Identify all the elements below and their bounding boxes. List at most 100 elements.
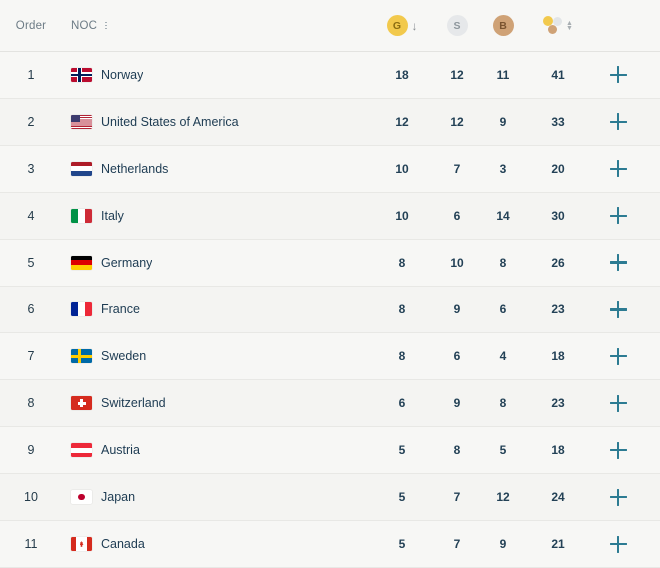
table-body: 1 Norway 18 12 11 41 2 United States of … <box>0 52 660 568</box>
table-row[interactable]: 4 Italy 10 6 14 30 <box>0 192 660 240</box>
rank-cell: 1 <box>27 67 35 82</box>
flag-norway <box>71 67 92 82</box>
bronze-count: 14 <box>496 208 510 223</box>
rank-cell: 7 <box>27 349 35 364</box>
table-row[interactable]: 2 United States of America 12 12 9 33 <box>0 98 660 146</box>
three-medals-icon[interactable] <box>543 16 563 35</box>
silver-medal-badge[interactable]: S <box>446 15 468 36</box>
flag-austria <box>71 443 92 458</box>
gold-count: 6 <box>398 396 406 411</box>
column-header-order[interactable]: Order <box>15 19 47 32</box>
add-cell[interactable] <box>590 160 646 178</box>
bronze-count: 9 <box>499 114 507 129</box>
arrow-down-icon[interactable]: ↓ <box>411 18 418 33</box>
column-header-silver: S <box>434 15 480 36</box>
flag-japan <box>71 490 92 505</box>
rank-cell: 11 <box>24 537 38 552</box>
rank-cell: 4 <box>27 208 35 223</box>
total-count: 18 <box>551 443 565 458</box>
noc-cell: United States of America <box>62 114 370 129</box>
gold-count: 5 <box>398 490 406 505</box>
bronze-medal-badge[interactable]: B <box>492 15 514 36</box>
bronze-count: 4 <box>499 349 507 364</box>
add-icon[interactable] <box>609 300 627 318</box>
add-icon[interactable] <box>609 441 627 459</box>
total-count: 30 <box>551 208 565 223</box>
total-count: 26 <box>551 255 565 270</box>
country-name: Switzerland <box>101 396 166 411</box>
column-header-bronze: B <box>480 15 526 36</box>
bronze-count: 6 <box>499 302 507 317</box>
add-icon[interactable] <box>609 347 627 365</box>
add-cell[interactable] <box>590 535 646 553</box>
flag-france <box>71 302 92 317</box>
add-cell[interactable] <box>590 113 646 131</box>
add-cell[interactable] <box>590 441 646 459</box>
country-name: Sweden <box>101 349 147 364</box>
gold-count: 12 <box>395 114 409 129</box>
table-row[interactable]: 10 Japan 5 7 12 24 <box>0 474 660 522</box>
add-icon[interactable] <box>609 254 627 272</box>
noc-cell: Switzerland <box>62 396 370 411</box>
add-cell[interactable] <box>590 254 646 272</box>
add-icon[interactable] <box>609 207 627 225</box>
add-icon[interactable] <box>609 160 627 178</box>
flag-italy <box>71 208 92 223</box>
gold-count: 10 <box>395 161 409 176</box>
rank-cell: 8 <box>27 396 35 411</box>
silver-count: 10 <box>450 255 464 270</box>
add-icon[interactable] <box>609 66 627 84</box>
total-count: 33 <box>551 114 565 129</box>
table-row[interactable]: 5 Germany 8 10 8 26 <box>0 239 660 287</box>
country-name: Austria <box>101 443 140 458</box>
add-icon[interactable] <box>609 535 627 553</box>
add-icon[interactable] <box>609 394 627 412</box>
kebab-menu-icon[interactable] <box>102 20 110 32</box>
silver-count: 7 <box>453 161 461 176</box>
add-cell[interactable] <box>590 300 646 318</box>
table-row[interactable]: 7 Sweden 8 6 4 18 <box>0 333 660 381</box>
noc-cell: Italy <box>62 208 370 223</box>
flag-united-states <box>71 114 92 129</box>
column-header-noc-label[interactable]: NOC <box>71 19 98 32</box>
add-cell[interactable] <box>590 488 646 506</box>
noc-cell: Sweden <box>62 349 370 364</box>
bronze-count: 3 <box>499 161 507 176</box>
table-row[interactable]: 6 France 8 9 6 23 <box>0 286 660 334</box>
add-icon[interactable] <box>609 488 627 506</box>
table-row[interactable]: 9 Austria 5 8 5 18 <box>0 427 660 475</box>
bronze-count: 11 <box>496 67 510 82</box>
total-count: 23 <box>551 396 565 411</box>
silver-count: 9 <box>453 302 461 317</box>
table-row[interactable]: 8 Switzerland 6 9 8 23 <box>0 380 660 428</box>
flag-switzerland <box>71 396 92 411</box>
silver-count: 6 <box>453 349 461 364</box>
add-cell[interactable] <box>590 347 646 365</box>
gold-medal-badge[interactable]: G <box>386 15 408 36</box>
silver-count: 12 <box>450 114 464 129</box>
add-icon[interactable] <box>609 113 627 131</box>
silver-count: 12 <box>450 67 464 82</box>
rank-cell: 2 <box>27 114 35 129</box>
country-name: Norway <box>101 67 144 82</box>
gold-count: 8 <box>398 255 406 270</box>
add-cell[interactable] <box>590 394 646 412</box>
rank-cell: 9 <box>27 443 35 458</box>
gold-count: 18 <box>395 67 409 82</box>
noc-cell: Germany <box>62 255 370 270</box>
bronze-count: 12 <box>496 490 510 505</box>
sort-updown-icon[interactable]: ▲ ▼ <box>566 19 573 32</box>
country-name: France <box>101 302 140 317</box>
table-header-row: Order NOC G ↓ S B ▲ ▼ <box>0 0 660 52</box>
table-row[interactable]: 1 Norway 18 12 11 41 <box>0 52 660 99</box>
total-count: 21 <box>551 537 565 552</box>
flag-germany <box>71 255 92 270</box>
table-row[interactable]: 3 Netherlands 10 7 3 20 <box>0 145 660 193</box>
table-row[interactable]: 11 Canada 5 7 9 21 <box>0 521 660 568</box>
add-cell[interactable] <box>590 207 646 225</box>
add-cell[interactable] <box>590 66 646 84</box>
bronze-count: 8 <box>499 396 507 411</box>
country-name: United States of America <box>101 114 239 129</box>
noc-cell: Norway <box>62 67 370 82</box>
gold-count: 8 <box>398 302 406 317</box>
